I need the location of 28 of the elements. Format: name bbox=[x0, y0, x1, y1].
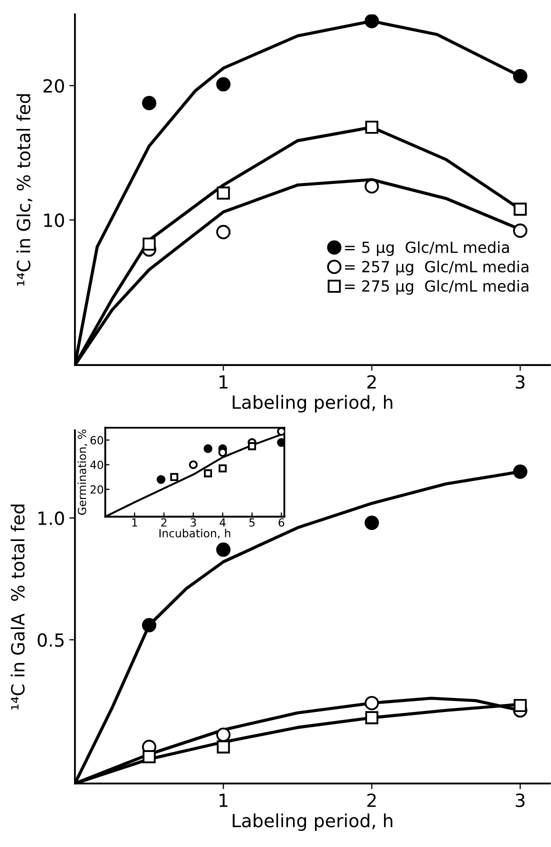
legend-label: = 5 μg Glc/mL media bbox=[345, 241, 509, 256]
y-axis-title: ¹⁴C in Glc, % total fed bbox=[16, 94, 32, 286]
x-tick-label: 4 bbox=[220, 518, 226, 526]
y-tick-label: 1.0 bbox=[38, 511, 64, 526]
y-tick-label: 10 bbox=[44, 213, 64, 228]
y-axis-title: ¹⁴C in GalA % total fed bbox=[10, 504, 25, 710]
x-tick-label: 1 bbox=[220, 375, 228, 388]
y-tick-label: 0.5 bbox=[38, 633, 64, 647]
y-tick-label: 20 bbox=[44, 79, 64, 93]
y-tick-label: 40 bbox=[90, 460, 104, 470]
y-axis-title: Germination, % bbox=[78, 430, 88, 515]
x-tick-label: 1 bbox=[220, 794, 228, 807]
x-axis-title: Labeling period, h bbox=[232, 813, 392, 831]
legend-label: = 275 μg Glc/mL media bbox=[345, 280, 528, 295]
x-tick-label: 3 bbox=[516, 375, 525, 389]
y-tick-label: 20 bbox=[90, 485, 104, 494]
y-tick-label: 60 bbox=[90, 436, 104, 444]
x-tick-label: 3 bbox=[190, 518, 196, 527]
x-tick-label: 1 bbox=[132, 518, 138, 526]
x-tick-label: 2 bbox=[161, 518, 166, 526]
legend-label: = 257 μg Glc/mL media bbox=[345, 260, 528, 276]
x-tick-label: 2 bbox=[367, 375, 376, 388]
x-tick-label: 6 bbox=[278, 518, 284, 527]
x-axis-title: Labeling period, h bbox=[232, 395, 392, 413]
x-tick-label: 2 bbox=[367, 794, 376, 807]
x-tick-label: 3 bbox=[516, 794, 525, 808]
x-tick-label: 5 bbox=[249, 518, 255, 527]
x-axis-title: Incubation, h bbox=[160, 528, 230, 539]
